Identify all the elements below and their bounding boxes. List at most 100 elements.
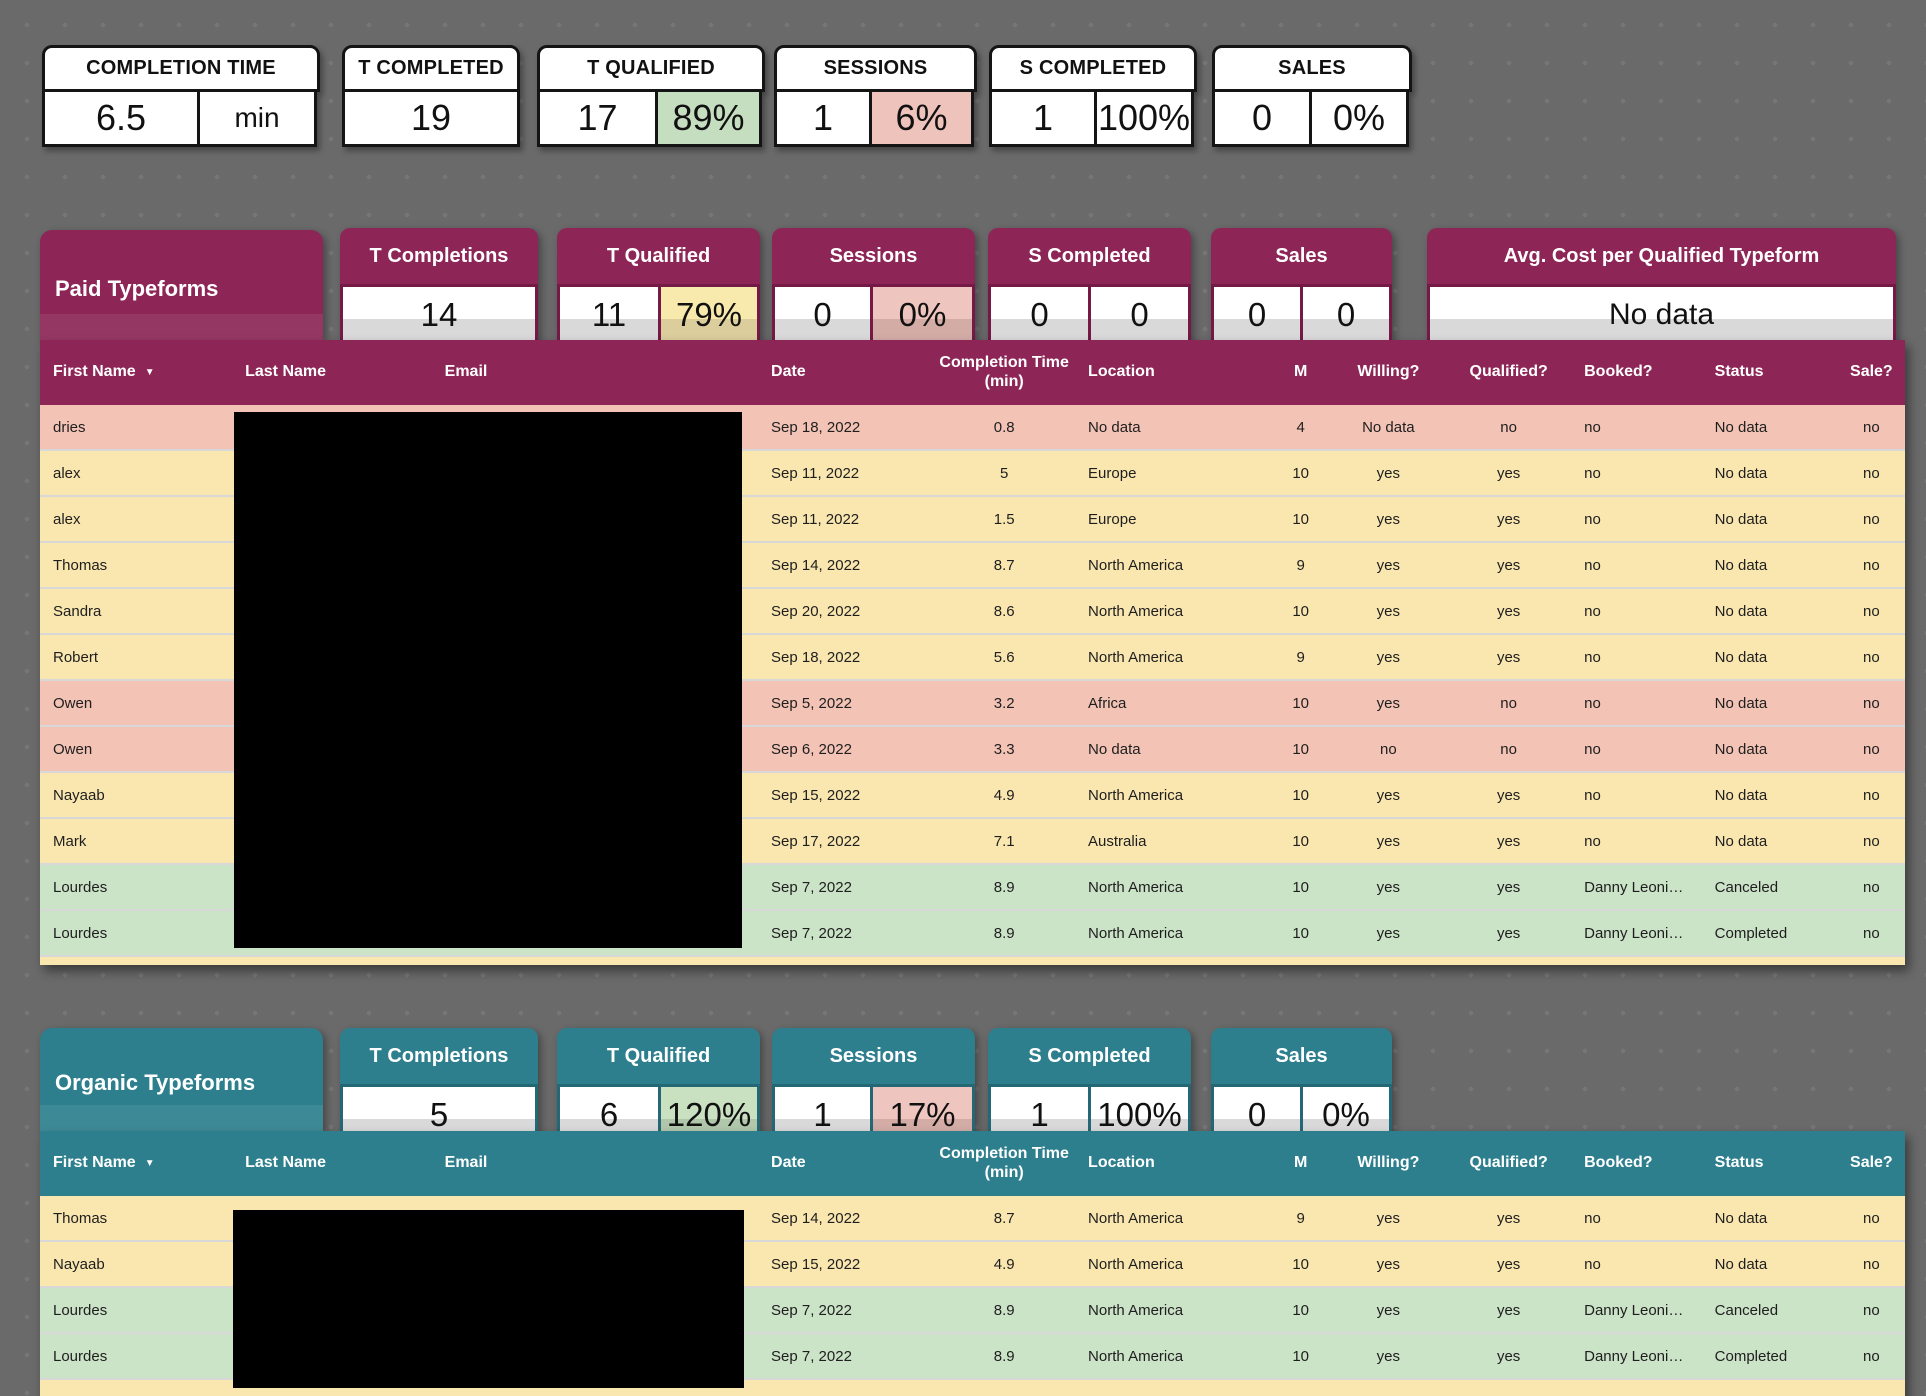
column-header-first_name[interactable]: First Name ▼	[40, 1154, 232, 1172]
tab-accent-strip	[40, 1105, 323, 1131]
kpi-card-t-qualified: T QUALIFIED 17 89%	[537, 45, 765, 147]
stat-value-cell: 0	[772, 284, 873, 346]
stat-value-cell: No data	[1427, 284, 1896, 346]
column-header-label: M	[1294, 363, 1308, 381]
cell-completion_time: 4.9	[993, 786, 1015, 804]
cell-m: 10	[1292, 740, 1310, 758]
cell-willing: yes	[1376, 464, 1401, 482]
sort-descending-icon[interactable]: ▼	[144, 1157, 155, 1169]
cell-willing: yes	[1376, 1347, 1401, 1365]
stat-card-sessions: Sessions 0 0%	[772, 228, 975, 346]
cell-sale: no	[1863, 648, 1880, 666]
cell-willing: yes	[1376, 510, 1401, 528]
cell-completion_time: 8.9	[993, 1301, 1015, 1319]
stat-card-sales: Sales 0 0	[1211, 228, 1392, 346]
column-header-sale[interactable]: Sale?	[1838, 363, 1905, 381]
cell-first_name: Nayaab	[53, 786, 105, 804]
cell-completion_time: 8.9	[993, 1347, 1015, 1365]
cell-booked: no	[1584, 740, 1601, 758]
column-header-label: Completion Time (min)	[939, 354, 1069, 390]
column-header-label: Qualified?	[1469, 1154, 1548, 1172]
column-header-status[interactable]: Status	[1702, 1154, 1838, 1172]
cell-first_name: Thomas	[53, 556, 108, 574]
column-header-m[interactable]: M	[1271, 1154, 1331, 1172]
cell-completion_time: 3.3	[993, 740, 1015, 758]
cell-first_name	[40, 1380, 232, 1396]
table-header-row: First Name ▼ Last Name Email Date Completion …	[40, 340, 1905, 405]
section-title: Organic Typeforms	[55, 1070, 256, 1095]
column-header-email[interactable]: Email	[432, 363, 758, 381]
cell-first_name: alex	[53, 464, 81, 482]
cell-completion_time: 0.8	[993, 418, 1015, 436]
stat-value-cell: 0	[1300, 284, 1392, 346]
cell-willing: yes	[1376, 786, 1401, 804]
column-header-completion_time[interactable]: Completion Time (min)	[933, 1145, 1075, 1182]
cell-completion_time: 8.7	[993, 1209, 1015, 1227]
kpi-value-cell: 6.5	[42, 89, 200, 147]
column-header-last_name[interactable]: Last Name	[232, 1154, 432, 1172]
cell-willing: yes	[1376, 878, 1401, 896]
column-header-location[interactable]: Location	[1075, 363, 1271, 381]
cell-completion_time: 4.9	[993, 1255, 1015, 1273]
column-header-m[interactable]: M	[1271, 363, 1331, 381]
cell-booked: no	[1584, 556, 1601, 574]
column-header-status[interactable]: Status	[1702, 363, 1838, 381]
cell-qualified: yes	[1496, 1255, 1521, 1273]
column-header-label: Willing?	[1357, 1154, 1420, 1172]
cell-sale: no	[1863, 832, 1880, 850]
cell-m: 10	[1292, 464, 1310, 482]
cell-willing: yes	[1376, 1209, 1401, 1227]
column-header-date[interactable]: Date	[758, 1154, 933, 1172]
stat-card-t-completions: T Completions 14	[340, 228, 538, 346]
column-header-sale[interactable]: Sale?	[1838, 1154, 1905, 1172]
cell-booked: no	[1584, 602, 1601, 620]
cell-date: Sep 20, 2022	[771, 602, 861, 620]
cell-first_name: Mark	[53, 832, 87, 850]
redacted-pii-overlay	[233, 1210, 744, 1388]
column-header-qualified[interactable]: Qualified?	[1446, 1154, 1571, 1172]
cell-completion_time: 5.6	[993, 648, 1015, 666]
stat-value-cell: 11	[557, 284, 661, 346]
cell-status: Canceled	[1714, 878, 1779, 896]
cell-qualified	[1446, 1380, 1571, 1396]
stat-card-t-qualified: T Qualified 6 120%	[557, 1028, 760, 1146]
column-header-last_name[interactable]: Last Name	[232, 363, 432, 381]
cell-willing: yes	[1376, 556, 1401, 574]
cell-location: North America	[1088, 1301, 1184, 1319]
cell-first_name: Lourdes	[53, 1347, 108, 1365]
cell-date: Sep 6, 2022	[771, 740, 852, 758]
cell-status: No data	[1714, 740, 1768, 758]
column-header-booked[interactable]: Booked?	[1571, 1154, 1702, 1172]
column-header-first_name[interactable]: First Name ▼	[40, 363, 232, 381]
column-header-willing[interactable]: Willing?	[1331, 363, 1447, 381]
kpi-card-completion-time: COMPLETION TIME 6.5 min	[42, 45, 320, 147]
column-header-date[interactable]: Date	[758, 363, 933, 381]
column-header-label: First Name	[53, 1154, 136, 1172]
cell-qualified: yes	[1496, 786, 1521, 804]
column-header-email[interactable]: Email	[432, 1154, 758, 1172]
cell-sale: no	[1863, 878, 1880, 896]
column-header-completion_time[interactable]: Completion Time (min)	[933, 354, 1075, 391]
column-header-qualified[interactable]: Qualified?	[1446, 363, 1571, 381]
stat-card-label: T Completions	[340, 228, 538, 284]
column-header-booked[interactable]: Booked?	[1571, 363, 1702, 381]
stat-card-label: Sessions	[772, 228, 975, 284]
cell-status: Canceled	[1714, 1301, 1779, 1319]
sort-descending-icon[interactable]: ▼	[144, 366, 155, 378]
column-header-willing[interactable]: Willing?	[1331, 1154, 1447, 1172]
cell-first_name: Lourdes	[53, 878, 108, 896]
cell-first_name: Lourdes	[53, 1301, 108, 1319]
stat-card-label: Avg. Cost per Qualified Typeform	[1427, 228, 1896, 284]
cell-m: 10	[1292, 510, 1310, 528]
cell-first_name: dries	[53, 418, 86, 436]
kpi-card-sales: SALES 0 0%	[1212, 45, 1412, 147]
cell-qualified: yes	[1496, 510, 1521, 528]
kpi-summary-row: COMPLETION TIME 6.5 min T COMPLETED 19 T QUAL…	[0, 45, 1926, 160]
stat-value-cell: 0	[988, 284, 1091, 346]
cell-date: Sep 17, 2022	[771, 832, 861, 850]
column-header-location[interactable]: Location	[1075, 1154, 1271, 1172]
stat-card-label: T Qualified	[557, 1028, 760, 1084]
section-title: Paid Typeforms	[55, 276, 219, 301]
column-header-label: Sale?	[1850, 1154, 1893, 1172]
